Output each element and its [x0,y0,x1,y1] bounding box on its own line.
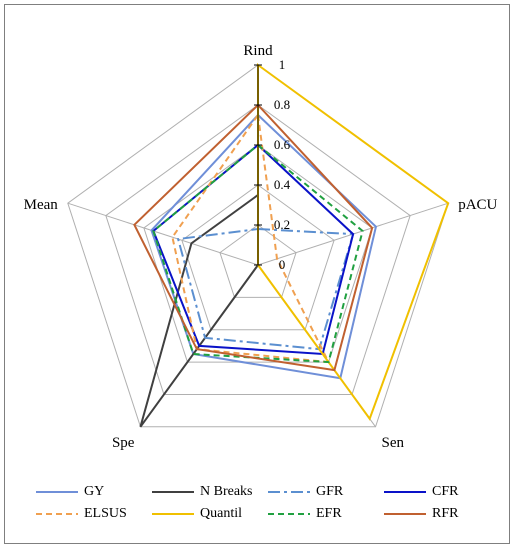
legend-label: ELSUS [84,506,127,521]
legend-item-cfr: CFR [384,482,458,502]
axis-label-pacu: pACU [458,197,497,213]
legend-swatch [384,491,426,493]
radar-ticks: 0 0.2 0.4 0.6 0.8 1 [254,57,291,272]
grid-ring [143,144,373,363]
axis-label-mean: Mean [24,197,59,213]
tick-label: 1 [279,57,286,72]
legend-swatch [36,491,78,493]
tick-label: 0.6 [274,137,291,152]
series-line-elsus [171,112,331,364]
tick-label: 0.8 [274,97,290,112]
legend-swatch [152,491,194,493]
legend-swatch [384,513,426,515]
series-line-gfr [176,227,355,351]
legend-item-elsus: ELSUS [36,504,127,524]
legend-swatch [36,513,78,515]
legend-swatch [268,513,310,515]
axis-label-spe: Spe [112,435,135,451]
tick-label: 0.4 [274,177,291,192]
axis-label-rind: Rind [243,43,273,59]
legend-label: N Breaks [200,484,253,499]
legend-label: GFR [316,484,344,499]
legend-item-gfr: GFR [268,482,343,502]
series-line-cfr [152,143,355,356]
series-line-quantil [257,63,450,421]
legend-label: GY [84,484,105,499]
grid-ring [219,224,297,298]
legend-label: CFR [432,484,459,499]
legend-item-quantil: Quantil [152,504,242,524]
legend-item-rfr: RFR [384,504,458,524]
tick-label: 0 [279,257,286,272]
grid-spoke [67,202,259,266]
series-line-gy [150,113,378,380]
legend-item-efr: EFR [268,504,342,524]
legend: GY N Breaks GFR CFR ELSUS Quantil EFR RFR [36,482,476,530]
series-line-n-breaks [139,193,259,428]
axis-label-sen: Sen [382,435,405,451]
legend-item-n-breaks: N Breaks [152,482,253,502]
grid-ring [181,184,335,331]
legend-item-gy: GY [36,482,104,502]
grid-ring [105,104,411,395]
legend-label: RFR [432,506,459,521]
legend-label: EFR [316,506,342,521]
legend-label: Quantil [200,506,242,521]
tick-label: 0.2 [274,217,290,232]
series-line-rfr [133,103,374,372]
radar-series [133,63,450,428]
legend-swatch [268,491,310,493]
series-line-efr [152,143,364,364]
radar-axis-labels: Rind pACU Sen Spe Mean [24,43,498,451]
legend-swatch [152,513,194,515]
